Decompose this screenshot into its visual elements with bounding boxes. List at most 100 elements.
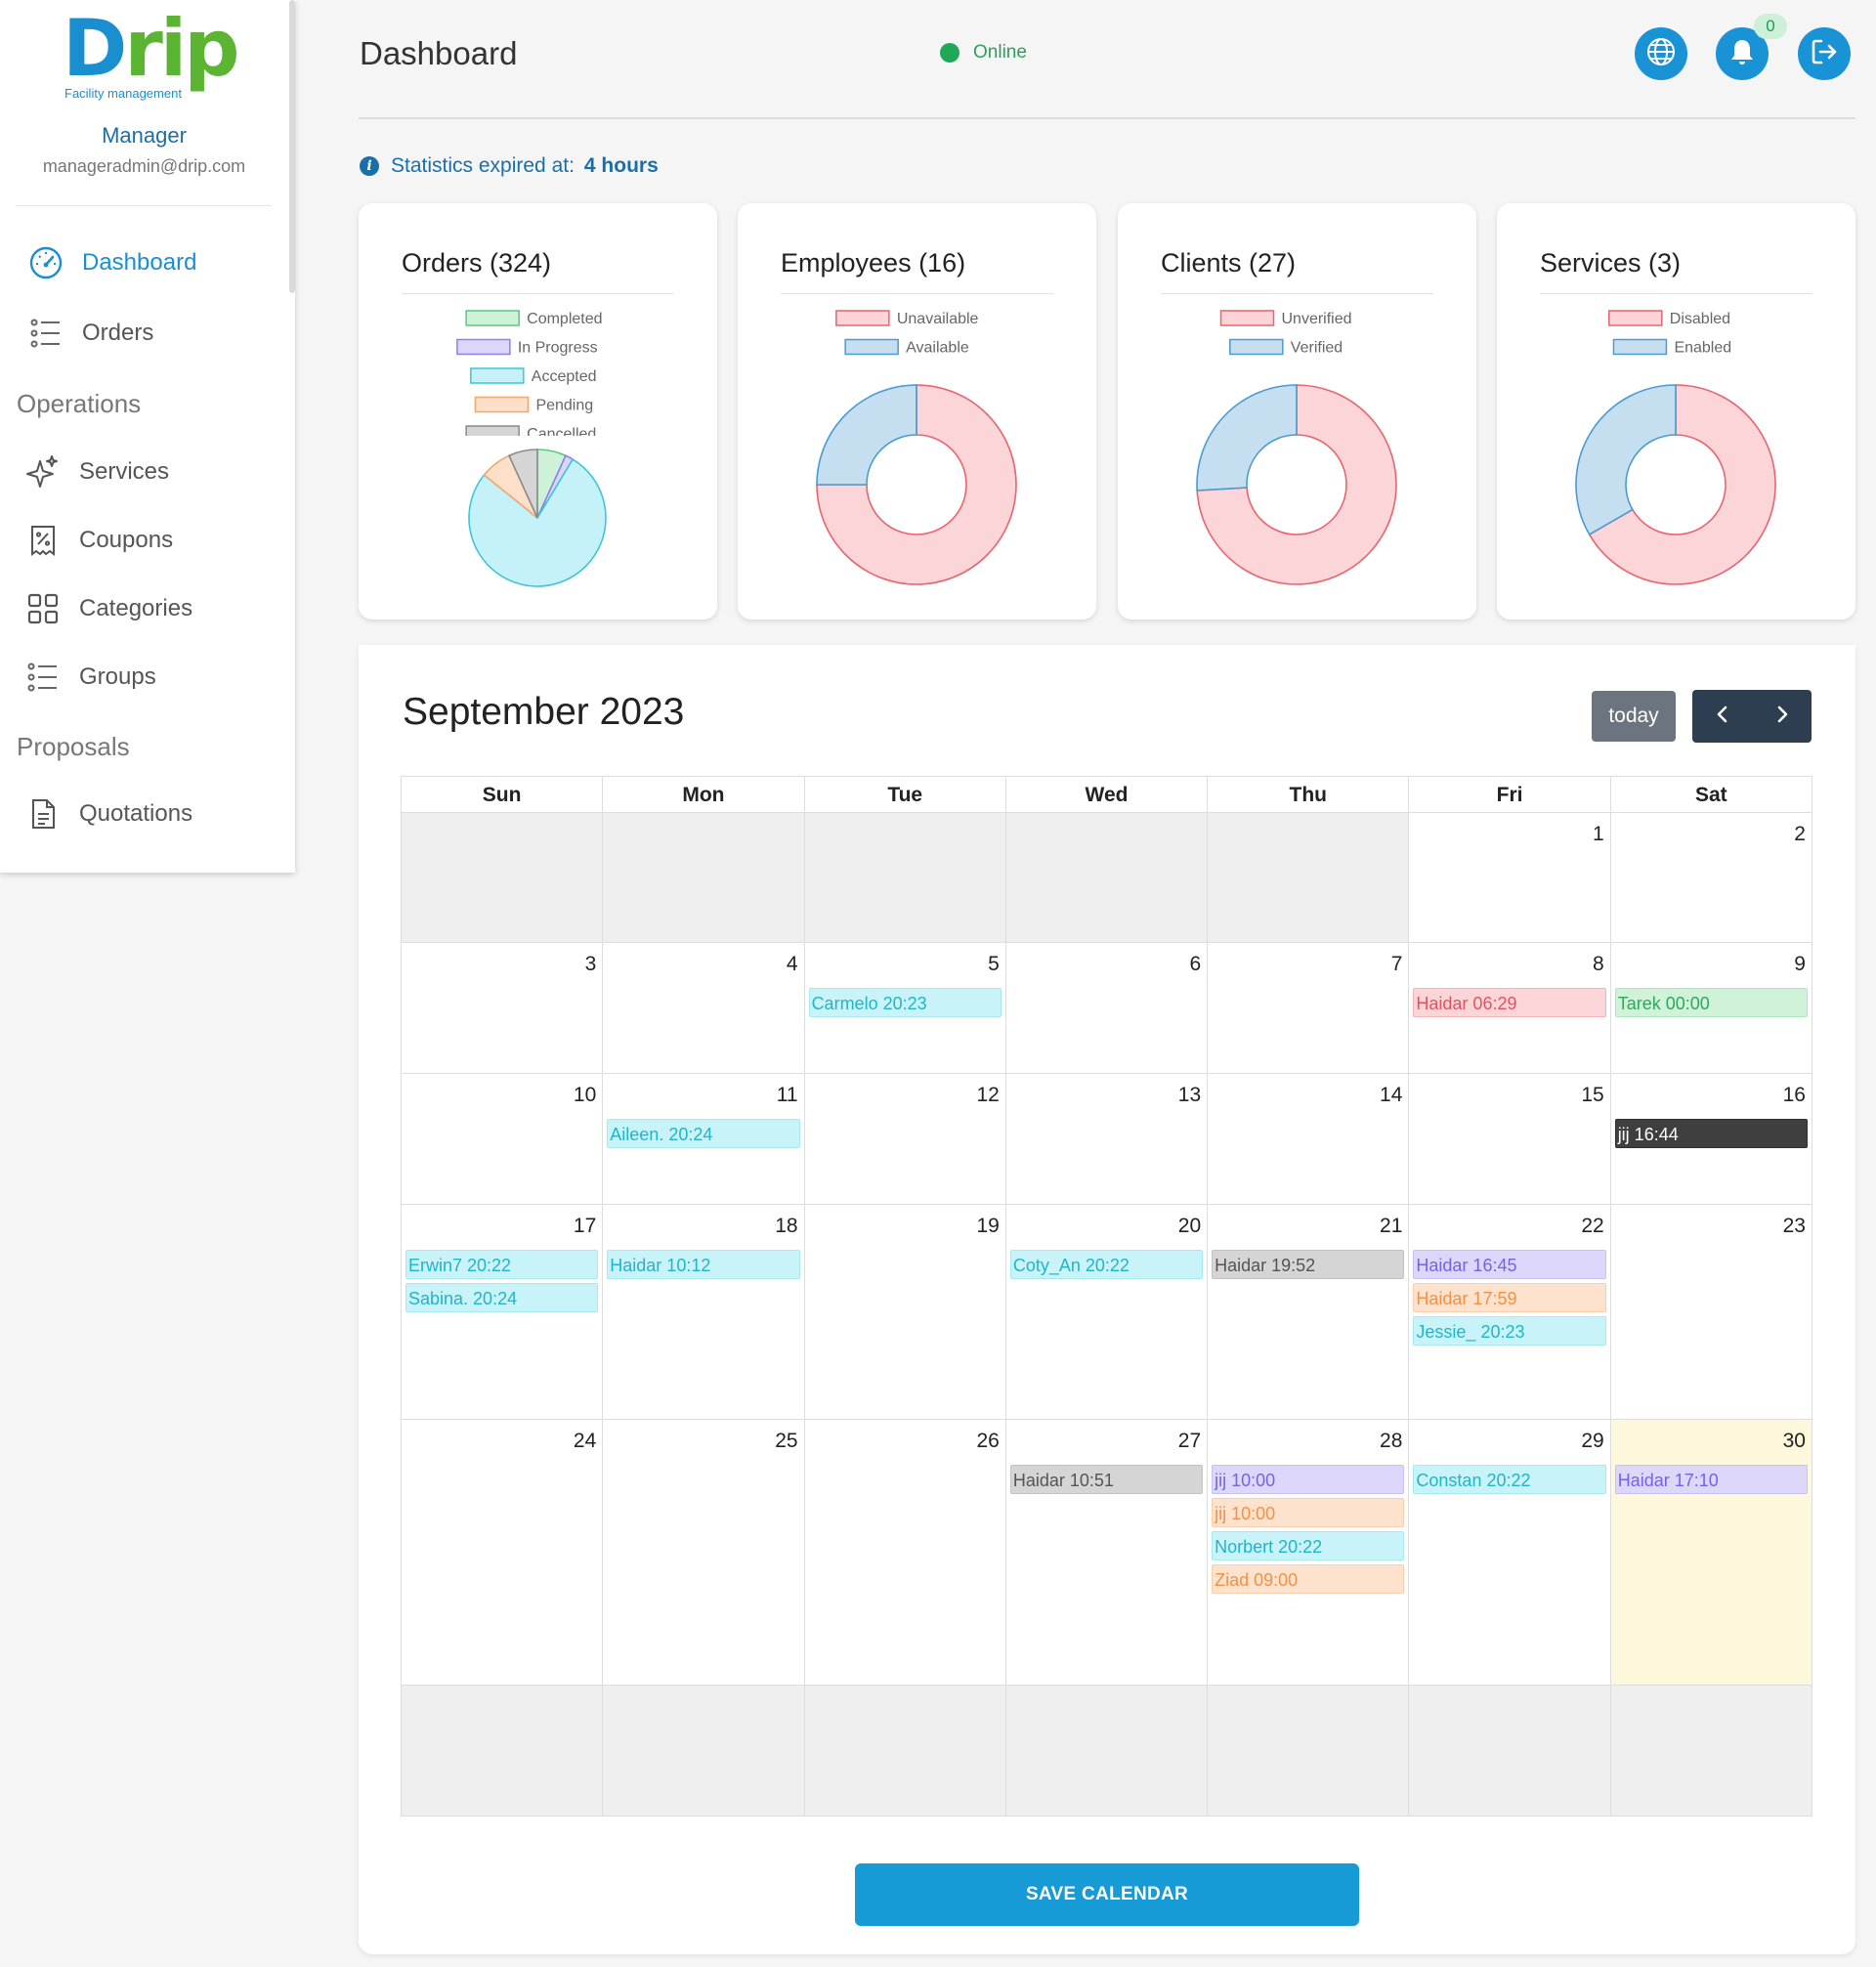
calendar-event[interactable]: jij 10:00 — [1212, 1465, 1405, 1494]
calendar-event[interactable]: Carmelo 20:23 — [808, 988, 1002, 1017]
calendar-day-cell[interactable] — [603, 1686, 805, 1816]
day-number[interactable]: 18 — [775, 1215, 798, 1237]
calendar-day-cell[interactable] — [1409, 1686, 1611, 1816]
calendar-day-cell[interactable] — [1005, 1686, 1209, 1816]
calendar-day-cell[interactable]: 9 Tarek 00:00 — [1611, 943, 1812, 1073]
calendar-event[interactable]: Haidar 06:29 — [1413, 988, 1606, 1017]
day-number[interactable]: 21 — [1380, 1215, 1403, 1237]
day-number[interactable]: 16 — [1782, 1084, 1806, 1106]
language-button[interactable] — [1635, 27, 1687, 80]
day-number[interactable]: 6 — [1189, 953, 1202, 975]
calendar-day-cell[interactable] — [1610, 1686, 1812, 1816]
day-number[interactable]: 1 — [1593, 823, 1604, 845]
day-number[interactable]: 14 — [1380, 1084, 1403, 1106]
calendar-day-cell[interactable]: 23 — [1611, 1205, 1812, 1419]
calendar-day-cell[interactable] — [402, 1686, 604, 1816]
sidebar-item-quotations[interactable]: Quotations — [24, 790, 192, 838]
calendar-day-cell[interactable]: 5 Carmelo 20:23 — [805, 943, 1006, 1073]
day-number[interactable]: 20 — [1177, 1215, 1202, 1237]
calendar-day-cell[interactable]: 27 Haidar 10:51 — [1006, 1420, 1209, 1685]
calendar-day-cell[interactable]: 18 Haidar 10:12 — [603, 1205, 805, 1419]
calendar-day-cell[interactable]: 1 — [1409, 813, 1611, 942]
next-month-button[interactable] — [1752, 690, 1812, 743]
calendar-day-cell[interactable] — [1208, 813, 1410, 942]
calendar-day-cell[interactable]: 14 — [1208, 1074, 1410, 1204]
sidebar-scrollbar[interactable] — [289, 0, 295, 293]
calendar-day-cell[interactable]: 17 Erwin7 20:22 Sabina. 20:24 — [402, 1205, 604, 1419]
calendar-day-cell[interactable] — [804, 813, 1006, 942]
sidebar-item-coupons[interactable]: Coupons — [24, 516, 173, 565]
day-number[interactable]: 23 — [1782, 1215, 1806, 1237]
calendar-event[interactable]: Tarek 00:00 — [1614, 988, 1808, 1017]
calendar-day-cell[interactable]: 25 — [603, 1420, 805, 1685]
calendar-event[interactable]: Coty_An 20:22 — [1009, 1250, 1204, 1279]
calendar-day-cell[interactable]: 22 Haidar 16:45 Haidar 17:59 Jessie_ 20:23 — [1409, 1205, 1611, 1419]
calendar-day-cell[interactable]: 30 Haidar 17:10 — [1610, 1420, 1812, 1685]
calendar-event[interactable]: Haidar 10:12 — [607, 1250, 800, 1279]
calendar-event[interactable]: Jessie_ 20:23 — [1413, 1316, 1606, 1346]
calendar-day-cell[interactable] — [1005, 813, 1209, 942]
calendar-day-cell[interactable]: 12 — [805, 1074, 1006, 1204]
calendar-event[interactable]: Erwin7 20:22 — [405, 1250, 599, 1279]
sidebar-item-groups[interactable]: Groups — [24, 653, 156, 702]
sidebar-item-dashboard[interactable]: Dashboard — [27, 238, 196, 287]
calendar-day-cell[interactable]: 6 — [1006, 943, 1209, 1073]
sidebar-item-categories[interactable]: Categories — [24, 584, 192, 633]
calendar-event[interactable]: Constan 20:22 — [1413, 1465, 1606, 1494]
calendar-day-cell[interactable]: 16 jij 16:44 — [1611, 1074, 1812, 1204]
calendar-day-cell[interactable]: 19 — [805, 1205, 1006, 1419]
day-number[interactable]: 11 — [776, 1084, 798, 1106]
day-number[interactable]: 25 — [775, 1430, 798, 1452]
day-number[interactable]: 7 — [1390, 953, 1403, 975]
calendar-event[interactable]: jij 16:44 — [1614, 1119, 1808, 1148]
day-number[interactable]: 2 — [1794, 823, 1806, 845]
day-number[interactable]: 26 — [976, 1430, 1000, 1452]
day-number[interactable]: 9 — [1794, 953, 1806, 975]
calendar-day-cell[interactable]: 24 — [402, 1420, 604, 1685]
day-number[interactable]: 15 — [1581, 1084, 1604, 1106]
calendar-event[interactable]: Norbert 20:22 — [1212, 1531, 1405, 1561]
day-number[interactable]: 19 — [976, 1215, 1000, 1237]
calendar-day-cell[interactable]: 26 — [805, 1420, 1006, 1685]
day-number[interactable]: 4 — [786, 953, 798, 975]
calendar-day-cell[interactable]: 8 Haidar 06:29 — [1409, 943, 1611, 1073]
calendar-event[interactable]: Haidar 17:59 — [1413, 1283, 1606, 1312]
day-number[interactable]: 29 — [1581, 1430, 1604, 1452]
today-button[interactable]: today — [1592, 691, 1676, 742]
calendar-event[interactable]: Haidar 19:52 — [1212, 1250, 1405, 1279]
day-number[interactable]: 27 — [1177, 1430, 1202, 1452]
day-number[interactable]: 12 — [976, 1084, 1000, 1106]
sidebar-item-orders[interactable]: Orders — [27, 309, 153, 358]
calendar-day-cell[interactable]: 10 — [402, 1074, 604, 1204]
calendar-event[interactable]: Haidar 16:45 — [1413, 1250, 1606, 1279]
calendar-day-cell[interactable]: 29 Constan 20:22 — [1409, 1420, 1611, 1685]
calendar-event[interactable]: Aileen. 20:24 — [607, 1119, 800, 1148]
calendar-day-cell[interactable] — [603, 813, 805, 942]
calendar-day-cell[interactable] — [804, 1686, 1006, 1816]
logout-button[interactable] — [1798, 27, 1851, 80]
calendar-day-cell[interactable]: 21 Haidar 19:52 — [1208, 1205, 1410, 1419]
day-number[interactable]: 8 — [1593, 953, 1604, 975]
calendar-day-cell[interactable]: 28 jij 10:00 jij 10:00 Norbert 20:22 Ziad 09… — [1208, 1420, 1410, 1685]
day-number[interactable]: 28 — [1380, 1430, 1403, 1452]
calendar-day-cell[interactable]: 13 — [1006, 1074, 1209, 1204]
drip-logo[interactable]: Drip Facility management — [63, 10, 240, 102]
calendar-event[interactable]: Haidar 10:51 — [1009, 1465, 1204, 1494]
day-number[interactable]: 10 — [573, 1084, 597, 1106]
day-number[interactable]: 22 — [1581, 1215, 1604, 1237]
day-number[interactable]: 30 — [1782, 1430, 1806, 1452]
calendar-day-cell[interactable]: 7 — [1208, 943, 1410, 1073]
calendar-day-cell[interactable]: 11 Aileen. 20:24 — [603, 1074, 805, 1204]
calendar-event[interactable]: Haidar 17:10 — [1614, 1465, 1808, 1494]
sidebar-item-services[interactable]: Services — [24, 448, 169, 496]
calendar-day-cell[interactable]: 4 — [603, 943, 805, 1073]
calendar-day-cell[interactable]: 3 — [402, 943, 604, 1073]
day-number[interactable]: 13 — [1177, 1084, 1202, 1106]
day-number[interactable]: 3 — [584, 953, 597, 975]
calendar-day-cell[interactable]: 20 Coty_An 20:22 — [1006, 1205, 1209, 1419]
day-number[interactable]: 17 — [573, 1215, 597, 1237]
calendar-day-cell[interactable] — [402, 813, 604, 942]
calendar-event[interactable]: Sabina. 20:24 — [405, 1283, 599, 1312]
calendar-event[interactable]: jij 10:00 — [1212, 1498, 1405, 1527]
day-number[interactable]: 24 — [573, 1430, 597, 1452]
